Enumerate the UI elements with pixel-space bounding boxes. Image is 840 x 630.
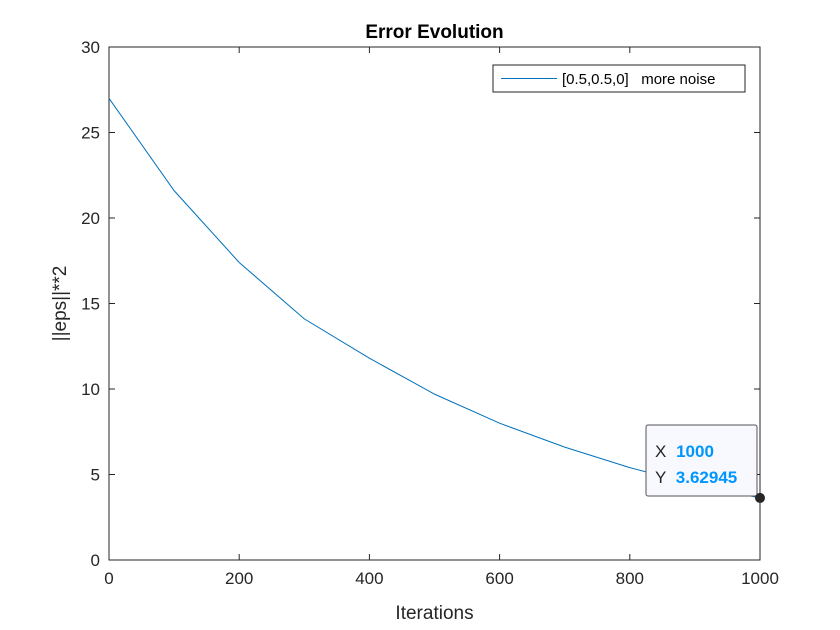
x-tick-label: 600 [485, 569, 513, 588]
y-tick-label: 20 [81, 209, 100, 228]
x-tick-label: 800 [616, 569, 644, 588]
data-tip-box [645, 424, 758, 497]
x-tick-label: 400 [355, 569, 383, 588]
data-tip-marker-group [755, 492, 765, 503]
x-tick-label: 1000 [741, 569, 779, 588]
axis-ticks: 0 200 400 600 800 1000 0 5 10 15 20 25 30 [81, 38, 779, 588]
chart-title: Error Evolution [365, 22, 503, 43]
data-tip-y-label: Y [655, 468, 666, 487]
y-tick-label: 5 [91, 466, 100, 485]
x-axis-label: Iterations [395, 603, 473, 624]
legend-entry-label: [0.5,0.5,0] more noise [562, 71, 715, 88]
y-tick-label: 30 [81, 38, 100, 57]
y-axis-label: ||eps||**2 [50, 266, 71, 342]
data-tip-y-value: 3.62945 [676, 468, 737, 487]
data-tip[interactable]: X 1000 Y 3.62945 [645, 424, 758, 497]
legend[interactable]: [0.5,0.5,0] more noise [492, 64, 746, 93]
y-tick-label: 15 [81, 295, 100, 314]
data-tip-y-row: Y 3.62945 [655, 468, 737, 487]
data-tip-marker[interactable] [755, 492, 765, 503]
x-tick-label: 0 [104, 569, 113, 588]
x-tick-label: 200 [225, 569, 253, 588]
y-tick-label: 10 [81, 380, 100, 399]
y-tick-label: 25 [81, 124, 100, 143]
data-tip-x-value: 1000 [676, 442, 714, 461]
y-tick-label: 0 [91, 551, 100, 570]
data-tip-x-row: X 1000 [655, 442, 714, 461]
data-tip-x-label: X [655, 442, 666, 461]
